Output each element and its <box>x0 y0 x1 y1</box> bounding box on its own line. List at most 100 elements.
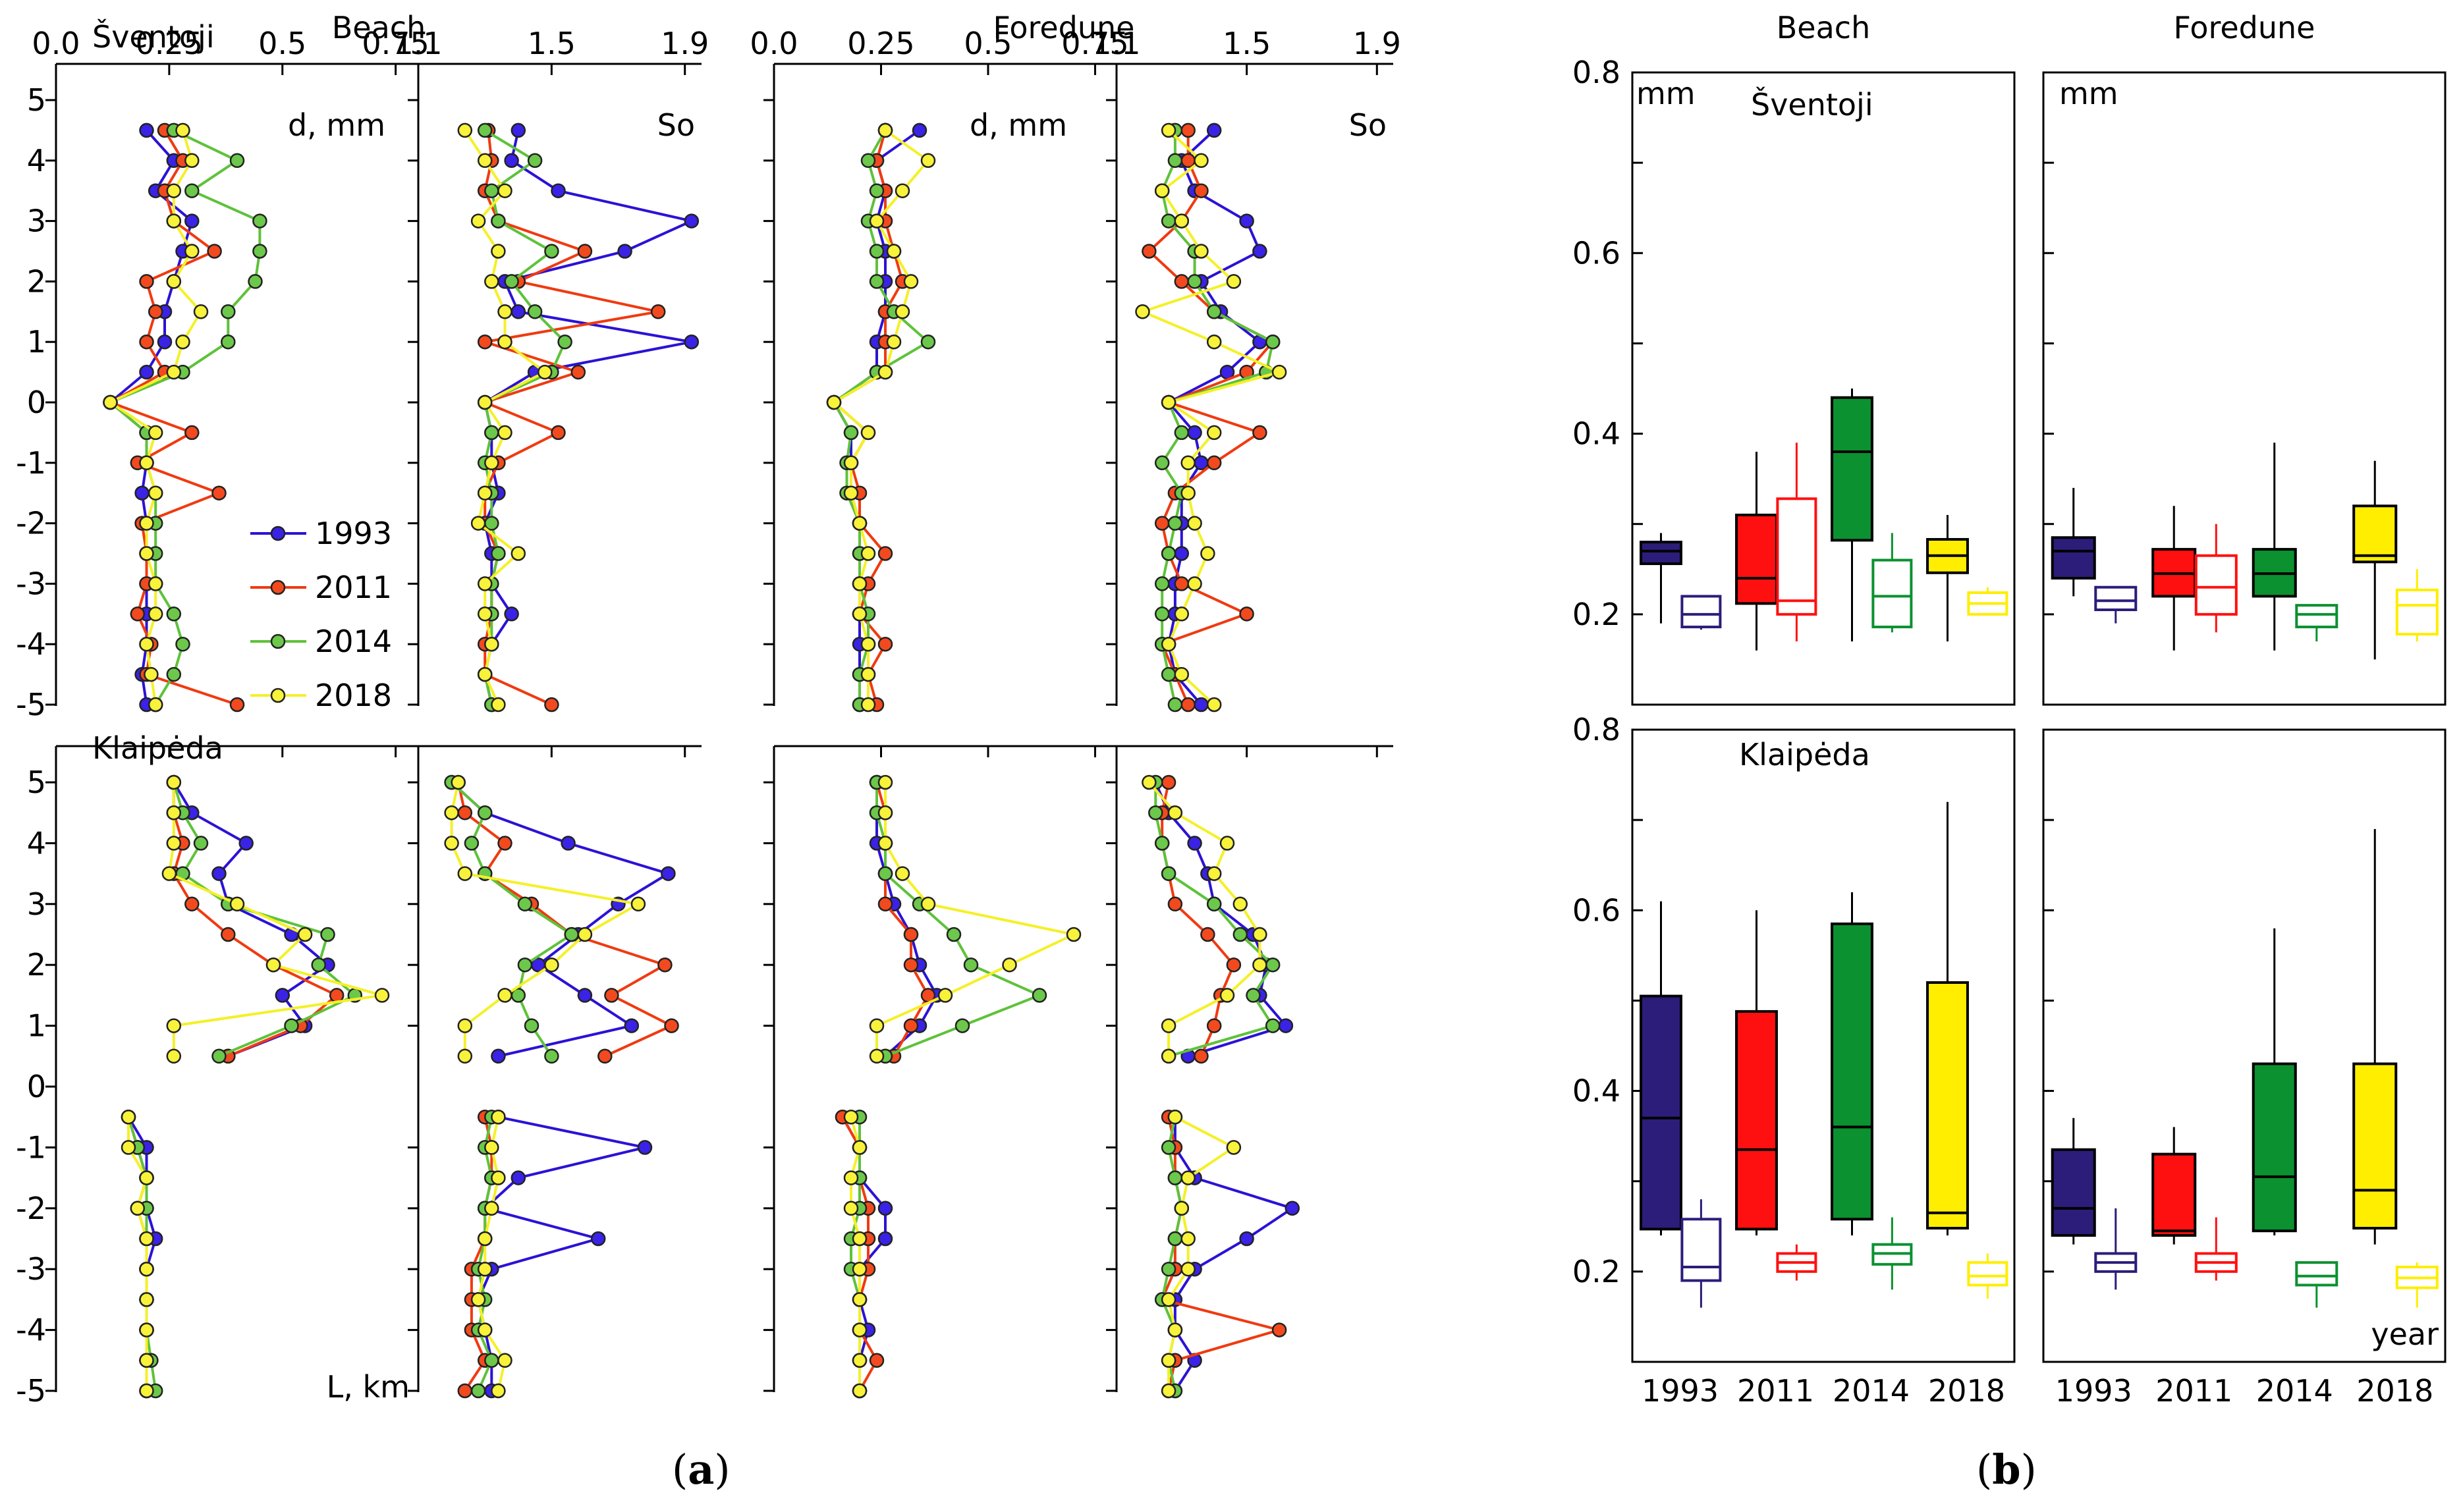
legend-label-1993: 1993 <box>315 516 392 551</box>
point-2018 <box>886 334 902 350</box>
legend-label-2014: 2014 <box>315 624 392 659</box>
year-label: year <box>2371 1316 2439 1352</box>
point-2018 <box>920 896 936 912</box>
point-2018 <box>1167 1322 1183 1337</box>
y-tick-label: -4 <box>16 1312 46 1348</box>
point-2011 <box>577 244 593 259</box>
point-2018 <box>470 516 486 531</box>
y-tick-label: -3 <box>16 566 46 601</box>
point-1993 <box>617 244 632 259</box>
x-tick-label-year: 1993 <box>1642 1373 1719 1409</box>
point-2014 <box>527 304 543 319</box>
point-2011 <box>1174 576 1190 591</box>
point-2018 <box>121 1140 136 1155</box>
point-2014 <box>1232 927 1248 942</box>
point-2018 <box>477 1231 493 1247</box>
point-2018 <box>265 957 281 973</box>
point-1993 <box>1278 1018 1294 1033</box>
point-2018 <box>166 1018 182 1033</box>
point-1993 <box>684 213 700 229</box>
point-2018 <box>161 866 177 881</box>
point-2018 <box>1142 774 1157 790</box>
y-tick-label: 1 <box>27 324 46 360</box>
point-2011 <box>221 927 236 942</box>
point-2011 <box>1180 697 1196 713</box>
point-2018 <box>148 485 163 500</box>
y-axis-label: L, km <box>327 1369 410 1405</box>
x-tick-label: 0.5 <box>258 26 306 61</box>
point-2011 <box>1142 244 1157 259</box>
point-2014 <box>1161 546 1176 561</box>
point-2018 <box>139 516 154 531</box>
point-2014 <box>920 334 936 350</box>
point-2014 <box>544 244 559 259</box>
box-2018-open <box>2395 588 2439 636</box>
point-2018 <box>1226 1140 1242 1155</box>
point-2014 <box>491 213 506 229</box>
point-2014 <box>544 1048 559 1064</box>
point-2011 <box>551 425 566 441</box>
point-2014 <box>1265 1018 1281 1033</box>
point-2014 <box>843 425 859 441</box>
box-1993-open <box>1680 1218 1722 1282</box>
x-tick-label: 1.9 <box>661 26 709 61</box>
y-tick-label: 0 <box>27 385 46 420</box>
box-2014-open <box>1871 558 1913 629</box>
y-tick-label: -2 <box>16 506 46 541</box>
point-1993 <box>211 866 227 881</box>
point-2018 <box>860 425 876 441</box>
point-2018 <box>130 1201 146 1216</box>
point-2011 <box>184 425 200 441</box>
y-tick-label: 5 <box>27 765 46 800</box>
point-2014 <box>1167 516 1183 531</box>
point-2011 <box>184 896 200 912</box>
point-2014 <box>484 425 499 441</box>
box-1993-open <box>2094 585 2138 612</box>
point-2018 <box>477 153 493 169</box>
box-1993-open <box>1680 595 1722 629</box>
caption-a: (a) <box>672 1445 731 1494</box>
point-2014 <box>477 805 493 821</box>
site-label-klaipeda: Klaipėda <box>92 730 223 766</box>
point-2018 <box>497 425 512 441</box>
point-2018 <box>537 364 553 380</box>
x-tick-label: 1.9 <box>1353 26 1401 61</box>
point-2018 <box>139 1322 154 1337</box>
point-2018 <box>297 927 313 942</box>
series-line-2018 <box>1167 1116 1236 1391</box>
series-line-2011 <box>464 1116 493 1392</box>
series-line-2014 <box>451 781 574 1057</box>
box-1993-filled <box>2051 536 2096 580</box>
box-2018-filled <box>2352 1062 2398 1230</box>
point-2014 <box>1167 1231 1183 1247</box>
site-label-sventoji: Šventoji <box>92 18 215 55</box>
y-tick-label: 0.4 <box>1572 416 1620 452</box>
site-label-sventoji-b: Šventoji <box>1751 86 1873 122</box>
point-2011 <box>211 485 227 500</box>
point-2018 <box>470 1292 486 1307</box>
point-2014 <box>1246 988 1261 1003</box>
point-2018 <box>148 607 163 622</box>
series-line-2018 <box>450 782 642 1056</box>
point-2014 <box>869 183 885 198</box>
point-2011 <box>604 988 619 1003</box>
point-2018 <box>484 455 499 471</box>
point-2014 <box>1206 304 1222 319</box>
point-2018 <box>139 455 154 471</box>
x-tick-label: 0.25 <box>136 26 203 61</box>
x-tick-label: 1.5 <box>528 26 576 61</box>
point-2018 <box>484 636 499 652</box>
point-1993 <box>511 122 526 138</box>
point-2011 <box>597 1048 613 1064</box>
point-1993 <box>1187 425 1202 441</box>
point-1993 <box>1239 213 1254 229</box>
point-2018 <box>860 636 876 652</box>
point-2011 <box>1194 183 1209 198</box>
point-2014 <box>1161 1261 1176 1277</box>
point-2018 <box>175 122 190 138</box>
point-2011 <box>329 988 345 1003</box>
point-1993 <box>1194 455 1209 471</box>
point-2014 <box>193 836 209 851</box>
point-2018 <box>877 805 893 821</box>
point-2014 <box>1174 425 1190 441</box>
